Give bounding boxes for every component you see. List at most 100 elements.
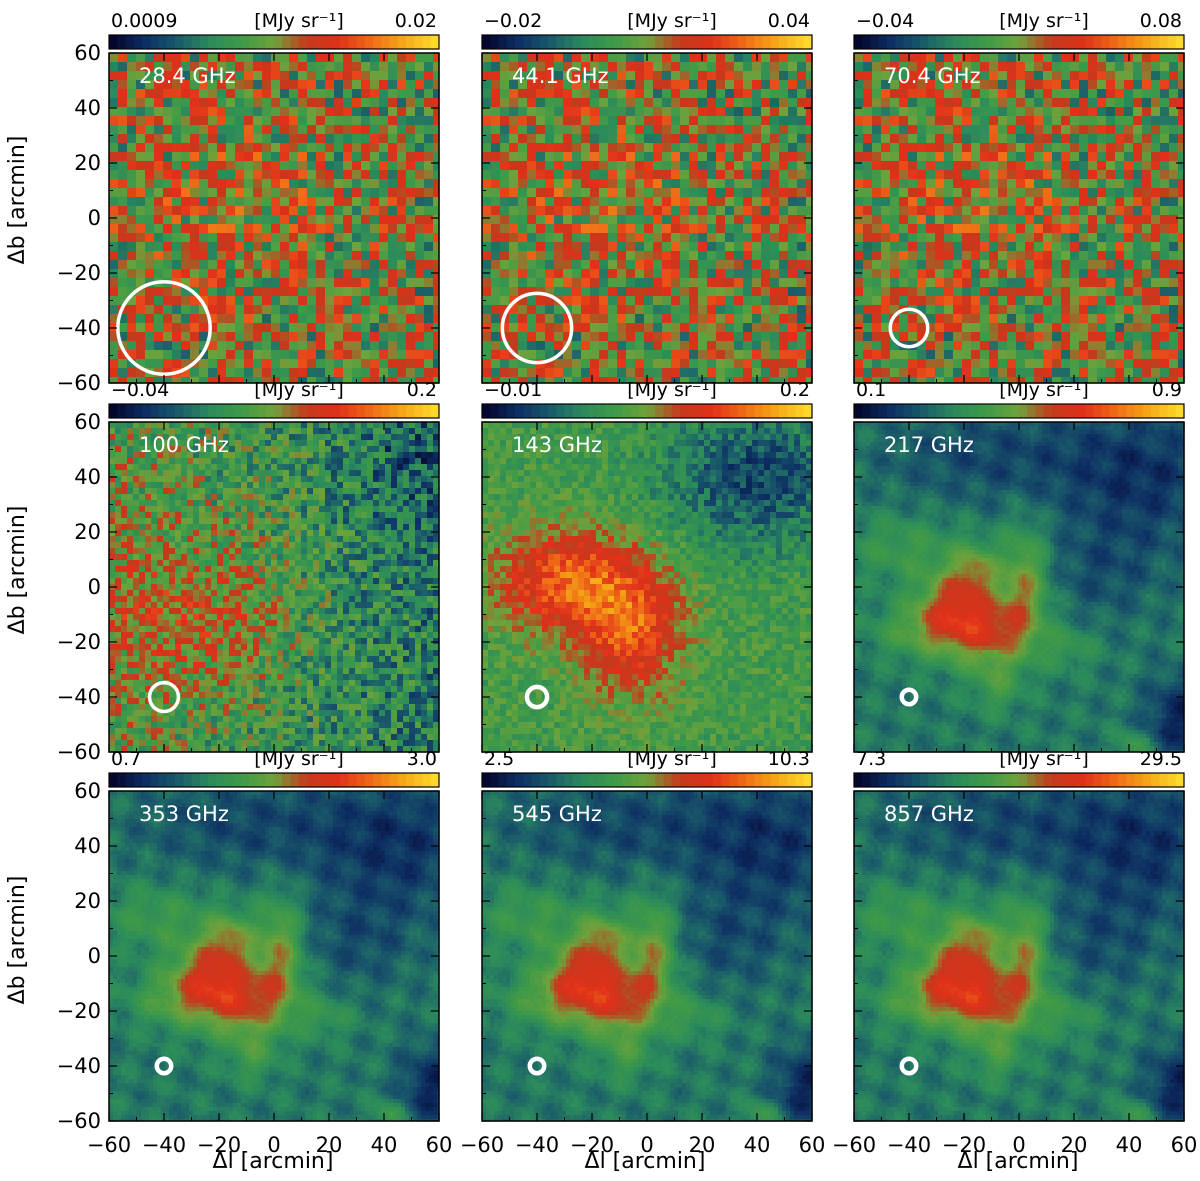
heatmap-cell	[271, 215, 281, 225]
heatmap-cell	[334, 170, 344, 180]
heatmap-cell	[334, 80, 344, 90]
heatmap-cell	[653, 215, 663, 225]
heatmap-cell	[500, 269, 510, 279]
heatmap-cell	[343, 71, 353, 81]
heatmap-cell	[316, 161, 326, 171]
heatmap-cell	[662, 179, 672, 189]
heatmap-cell	[343, 134, 353, 144]
heatmap-cell	[698, 269, 708, 279]
heatmap-cell	[797, 296, 807, 306]
heatmap-cell	[190, 278, 200, 288]
heatmap-cell	[590, 197, 600, 207]
heatmap-cell	[635, 359, 645, 369]
heatmap-cell	[509, 215, 519, 225]
heatmap-cell	[199, 197, 209, 207]
heatmap-cell	[379, 287, 389, 297]
colorbar-segment	[357, 35, 366, 49]
heatmap-cell	[482, 143, 492, 153]
heatmap-cell	[734, 242, 744, 252]
heatmap-cell	[154, 305, 164, 315]
heatmap-cell	[599, 332, 609, 342]
heatmap-cell	[644, 224, 654, 234]
heatmap-cell	[698, 116, 708, 126]
heatmap-cell	[352, 350, 362, 360]
heatmap-cell	[518, 332, 528, 342]
heatmap-cell	[226, 116, 236, 126]
heatmap-cell	[617, 107, 627, 117]
heatmap-cell	[397, 206, 407, 216]
heatmap-cell	[635, 134, 645, 144]
heatmap-cell	[118, 89, 128, 99]
heatmap-cell	[644, 89, 654, 99]
colorbar-segment	[373, 35, 382, 49]
heatmap-cell	[145, 89, 155, 99]
heatmap-cell	[770, 179, 780, 189]
heatmap-cell	[545, 233, 555, 243]
heatmap-cell	[761, 368, 771, 378]
heatmap-cell	[788, 287, 798, 297]
heatmap-cell	[662, 332, 672, 342]
heatmap-cell	[734, 134, 744, 144]
heatmap-cell	[536, 269, 546, 279]
heatmap-cell	[509, 161, 519, 171]
heatmap-cell	[316, 152, 326, 162]
heatmap-cell	[563, 269, 573, 279]
heatmap-cell	[181, 305, 191, 315]
heatmap-cell	[244, 251, 254, 261]
heatmap-cell	[554, 314, 564, 324]
heatmap-cell	[662, 188, 672, 198]
heatmap-cell	[136, 233, 146, 243]
heatmap-cell	[226, 260, 236, 270]
colorbar-segment	[532, 35, 541, 49]
heatmap-cell	[397, 305, 407, 315]
heatmap-cell	[127, 242, 137, 252]
y-tick-label: 0	[88, 206, 101, 230]
heatmap-cell	[500, 161, 510, 171]
heatmap-cell	[226, 341, 236, 351]
heatmap-cell	[788, 296, 798, 306]
heatmap-cell	[298, 188, 308, 198]
heatmap-cell	[244, 332, 254, 342]
heatmap-cell	[226, 287, 236, 297]
heatmap-cell	[527, 152, 537, 162]
heatmap-cell	[761, 314, 771, 324]
heatmap-cell	[509, 269, 519, 279]
heatmap-cell	[635, 170, 645, 180]
heatmap-cell	[581, 53, 591, 63]
heatmap-cell	[608, 269, 618, 279]
heatmap-cell	[352, 233, 362, 243]
heatmap-cell	[190, 314, 200, 324]
heatmap-cell	[127, 206, 137, 216]
heatmap-cell	[163, 215, 173, 225]
heatmap-cell	[509, 152, 519, 162]
colorbar-segment	[406, 35, 415, 49]
heatmap-cell	[316, 305, 326, 315]
heatmap-cell	[415, 323, 425, 333]
heatmap-cell	[734, 80, 744, 90]
heatmap-cell	[352, 287, 362, 297]
heatmap-cell	[779, 80, 789, 90]
heatmap-cell	[298, 269, 308, 279]
heatmap-cell	[271, 368, 281, 378]
heatmap-cell	[707, 341, 717, 351]
heatmap-cell	[406, 188, 416, 198]
heatmap-cell	[608, 242, 618, 252]
heatmap-cell	[500, 260, 510, 270]
heatmap-cell	[518, 161, 528, 171]
heatmap-cell	[307, 80, 317, 90]
colorbar-segment	[225, 35, 234, 49]
heatmap-cell	[370, 269, 380, 279]
heatmap-cell	[545, 332, 555, 342]
heatmap-cell	[109, 305, 119, 315]
colorbar-unit-label: [MJy sr⁻¹]	[254, 10, 343, 32]
heatmap-cell	[761, 269, 771, 279]
heatmap-cell	[770, 350, 780, 360]
heatmap-cell	[361, 251, 371, 261]
heatmap-cell	[415, 125, 425, 135]
heatmap-cell	[491, 152, 501, 162]
heatmap-cell	[698, 305, 708, 315]
heatmap-cell	[554, 287, 564, 297]
heatmap-cell	[118, 152, 128, 162]
colorbar-segment	[490, 35, 499, 49]
heatmap-cell	[352, 314, 362, 324]
